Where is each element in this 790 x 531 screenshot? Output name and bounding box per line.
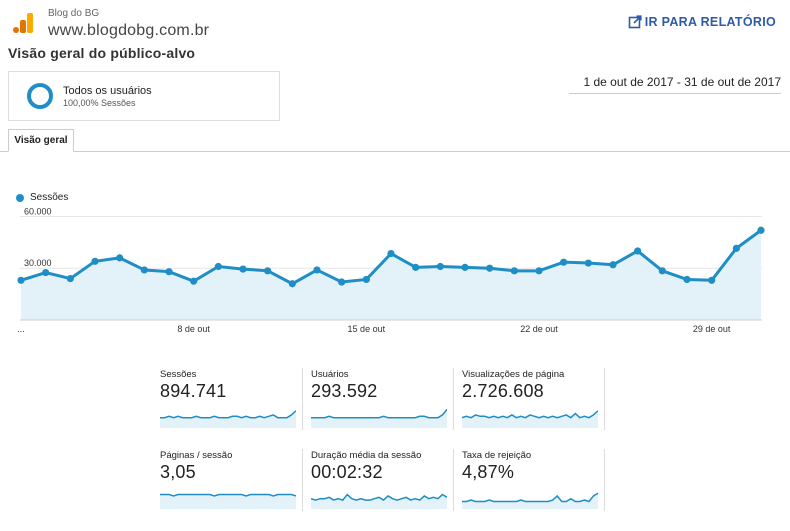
metric-label: Duração média da sessão: [311, 450, 422, 461]
metric-value: 4,87%: [462, 462, 515, 482]
sparkline-line: [160, 410, 296, 419]
data-point[interactable]: [214, 262, 222, 271]
data-point[interactable]: [116, 254, 124, 262]
metric-sparkline: [160, 493, 296, 509]
metric-label: Taxa de rejeição: [462, 450, 532, 461]
analytics-logo-icon: [13, 13, 33, 33]
sparkline-area: [462, 493, 598, 509]
chart-legend[interactable]: Sessões: [16, 192, 68, 203]
metric-label: Sessões: [160, 369, 197, 380]
segment-card[interactable]: Todos os usuários 100,00% Sessões: [8, 71, 280, 121]
data-point[interactable]: [239, 265, 247, 273]
data-point[interactable]: [313, 266, 321, 274]
sparkline-area: [311, 409, 447, 428]
tabs-divider: [0, 151, 790, 152]
go-to-report-link[interactable]: IR PARA RELATÓRIO: [628, 15, 776, 29]
sparkline-line: [462, 410, 598, 419]
metric-sparkline: [311, 408, 447, 428]
sparkline-line: [462, 492, 598, 503]
sessions-chart: 60.000 30.000... 8 de out 15 de out 22 de ou…: [17, 206, 765, 334]
metric-sparkline: [160, 410, 296, 428]
data-point[interactable]: [658, 267, 666, 275]
data-point[interactable]: [264, 267, 272, 275]
metric-value: 00:02:32: [311, 462, 383, 482]
data-point[interactable]: [362, 275, 370, 284]
open-external-icon: [628, 15, 642, 29]
data-point[interactable]: [757, 226, 765, 234]
page-title: Visão geral do público-alvo: [8, 45, 196, 61]
data-point[interactable]: [609, 261, 617, 269]
data-point[interactable]: [584, 259, 592, 267]
data-point[interactable]: [66, 274, 74, 283]
sparkline-area: [160, 494, 296, 509]
sparkline-line: [311, 408, 447, 419]
sparkline-line: [160, 493, 296, 497]
data-point[interactable]: [42, 268, 50, 277]
data-point[interactable]: [412, 263, 420, 271]
metric-sparkline: [462, 410, 598, 428]
legend-label: Sessões: [30, 192, 69, 203]
data-point[interactable]: [708, 276, 716, 284]
data-point[interactable]: [165, 268, 173, 276]
x-tick-label: 8 de out: [177, 324, 210, 334]
metric-card[interactable]: Sessões 894.741: [152, 368, 303, 438]
data-point[interactable]: [436, 262, 444, 271]
property-url[interactable]: www.blogdobg.com.br: [48, 22, 210, 39]
metric-card[interactable]: Taxa de rejeição 4,87%: [454, 449, 605, 519]
metric-value: 894.741: [160, 381, 227, 401]
metric-sparkline: [311, 493, 447, 509]
segment-share: 100,00% Sessões: [63, 97, 136, 108]
data-point[interactable]: [535, 267, 543, 275]
sparkline-area: [160, 410, 296, 428]
segment-name: Todos os usuários: [63, 84, 152, 97]
legend-dot: [16, 193, 24, 202]
data-point[interactable]: [91, 257, 99, 265]
y-tick-label: 60.000: [24, 206, 52, 216]
sparkline-line: [311, 493, 447, 502]
series-area: [21, 230, 761, 320]
data-point[interactable]: [461, 263, 469, 271]
data-point[interactable]: [560, 258, 568, 266]
metric-card[interactable]: Visualizações de página 2.726.608: [454, 368, 605, 438]
metric-value: 293.592: [311, 381, 378, 401]
metric-value: 2.726.608: [462, 381, 544, 401]
data-point[interactable]: [732, 244, 740, 252]
data-point[interactable]: [510, 267, 518, 275]
data-point[interactable]: [140, 266, 148, 274]
metric-card[interactable]: Usuários 293.592: [303, 368, 454, 438]
tab-overview[interactable]: Visão geral: [8, 129, 74, 152]
x-tick-label: 15 de out: [348, 324, 386, 334]
sparkline-area: [462, 410, 598, 428]
data-point[interactable]: [683, 275, 691, 284]
data-point[interactable]: [288, 280, 296, 288]
segment-ring-icon: [27, 83, 53, 109]
data-point[interactable]: [338, 278, 346, 286]
x-tick-label: ...: [17, 324, 25, 334]
go-to-report-label: IR PARA RELATÓRIO: [644, 15, 776, 29]
data-point[interactable]: [190, 277, 198, 285]
date-range-picker[interactable]: 1 de out de 2017 - 31 de out de 2017: [569, 75, 781, 94]
metric-card[interactable]: Duração média da sessão 00:02:32: [303, 449, 454, 519]
metric-label: Usuários: [311, 369, 349, 380]
account-name: Blog do BG: [48, 8, 100, 19]
x-tick-label: 22 de out: [520, 324, 558, 334]
data-point[interactable]: [17, 276, 25, 284]
metric-label: Páginas / sessão: [160, 450, 233, 461]
data-point[interactable]: [634, 247, 642, 255]
data-point[interactable]: [486, 264, 494, 272]
metric-card[interactable]: Páginas / sessão 3,05: [152, 449, 303, 519]
metric-value: 3,05: [160, 462, 196, 482]
y-tick-label: 30.000: [24, 258, 52, 268]
data-point[interactable]: [387, 249, 395, 258]
x-tick-label: 29 de out: [693, 324, 731, 334]
metric-label: Visualizações de página: [462, 369, 565, 380]
metric-sparkline: [462, 492, 598, 509]
